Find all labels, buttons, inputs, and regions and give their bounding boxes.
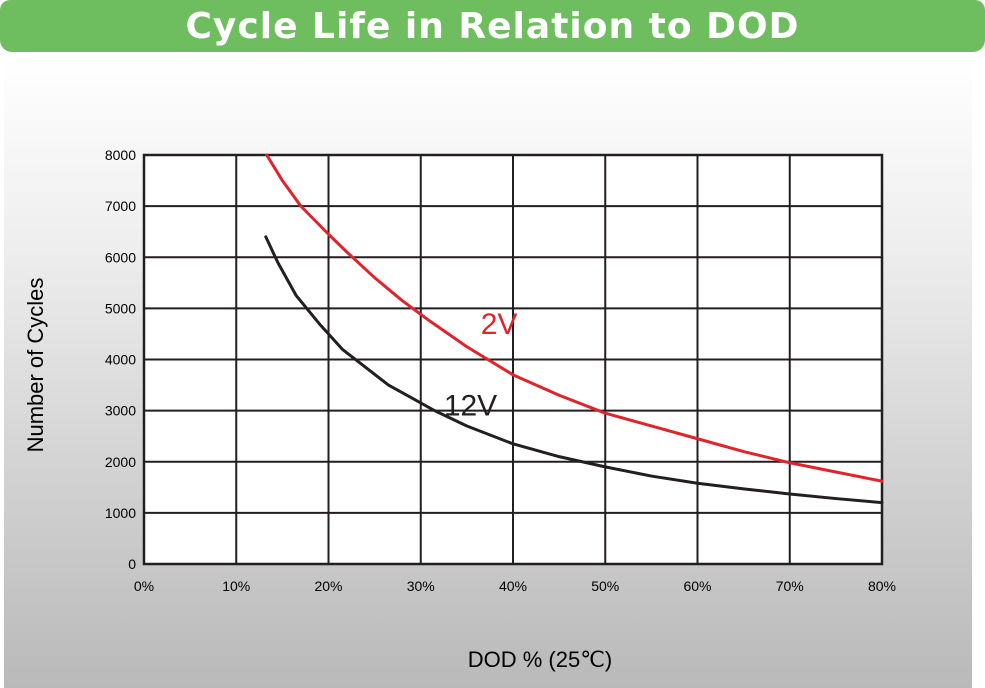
series-line-12v <box>264 235 884 505</box>
tick-labels: 0 1000 2000 3000 4000 5000 6000 7000 8000 0% 10% 20… <box>105 147 896 594</box>
y-tick-label: 7000 <box>105 198 136 214</box>
y-tick-label: 2000 <box>105 454 136 470</box>
y-tick-label: 1000 <box>105 505 136 521</box>
title-bar: Cycle Life in Relation to DOD <box>0 0 985 52</box>
series-label-12v: 12V <box>444 390 497 423</box>
chart-title: Cycle Life in Relation to DOD <box>185 5 800 47</box>
y-tick-label: 5000 <box>105 300 136 316</box>
y-tick-label: 8000 <box>105 147 136 163</box>
x-tick-label: 80% <box>868 578 896 594</box>
y-axis-title: Number of Cycles <box>23 278 48 453</box>
x-tick-label: 40% <box>499 578 527 594</box>
series-labels: 2V 12V <box>444 308 518 423</box>
y-tick-label: 6000 <box>105 249 136 265</box>
series-lines <box>264 153 884 505</box>
x-tick-label: 50% <box>591 578 619 594</box>
x-tick-label: 70% <box>776 578 804 594</box>
x-axis-title: DOD % (25℃) <box>468 647 613 672</box>
y-tick-label: 4000 <box>105 352 136 368</box>
x-tick-label: 20% <box>314 578 342 594</box>
series-label-2v: 2V <box>481 308 518 341</box>
y-tick-label: 0 <box>128 556 136 572</box>
x-tick-label: 10% <box>222 578 250 594</box>
x-tick-label: 60% <box>683 578 711 594</box>
x-tick-label: 30% <box>407 578 435 594</box>
x-tick-label: 0% <box>134 578 154 594</box>
plot-frame <box>142 153 884 566</box>
y-tick-label: 3000 <box>105 403 136 419</box>
series-line-2v <box>265 153 884 483</box>
